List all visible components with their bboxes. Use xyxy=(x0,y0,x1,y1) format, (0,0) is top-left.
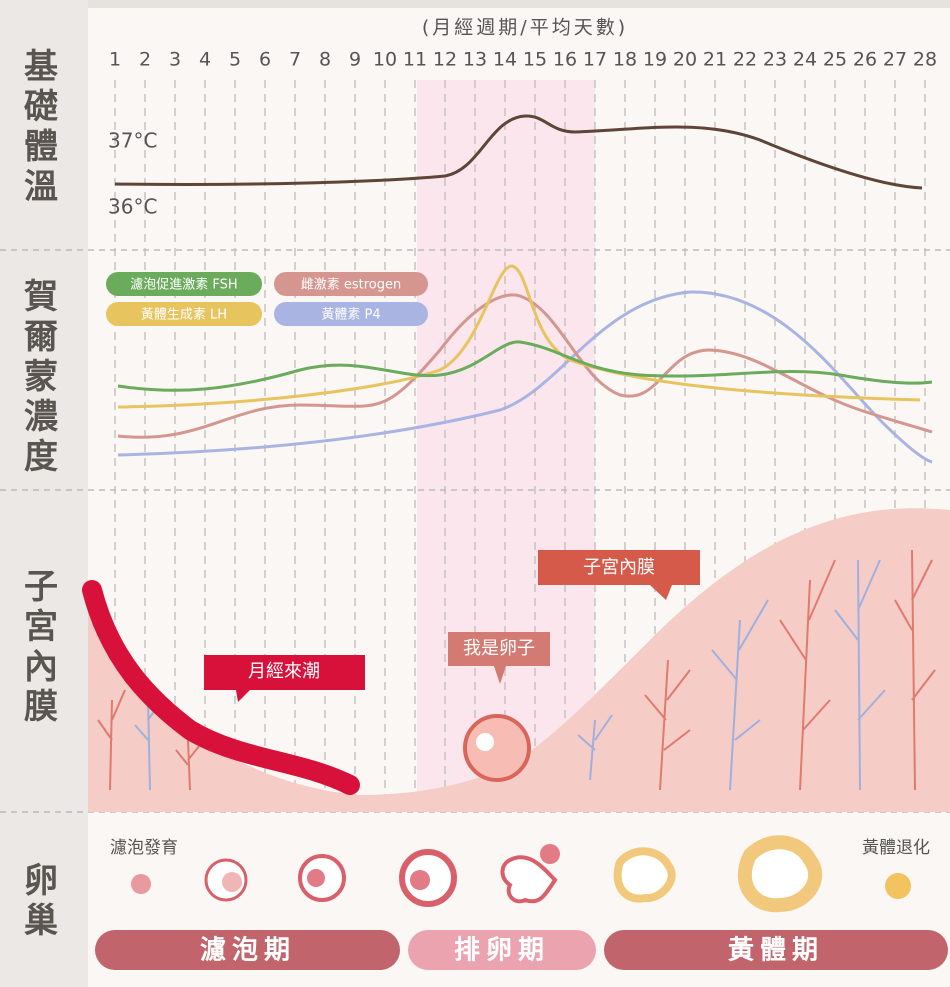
section-label: 子宮內膜 xyxy=(18,568,58,728)
phase-label: 黃體期 xyxy=(728,936,824,966)
day-label: 3 xyxy=(169,49,181,71)
day-label: 25 xyxy=(823,49,847,71)
day-label: 6 xyxy=(259,49,271,71)
axis-title: (月經週期/平均天數) xyxy=(422,17,628,39)
legend-label: 雌激素 estrogen xyxy=(301,277,402,293)
callout-text: 子宮內膜 xyxy=(583,557,655,578)
day-label: 7 xyxy=(289,49,301,71)
ovulation-band xyxy=(417,80,595,812)
corpus-luteum xyxy=(745,842,815,905)
day-label: 21 xyxy=(703,49,727,71)
day-label: 9 xyxy=(349,49,361,71)
released-egg xyxy=(540,844,560,864)
legend-label: 黃體生成素 LH xyxy=(141,308,227,323)
legend-label: 黃體素 P4 xyxy=(321,308,380,323)
section-label: 基礎體溫 xyxy=(18,48,58,208)
infographic: 1234567891011121314151617181920212223242… xyxy=(0,0,950,987)
ovary-label: 濾泡發育 xyxy=(110,838,178,858)
top-strip xyxy=(0,0,950,8)
callout-text: 我是卵子 xyxy=(463,638,535,659)
day-label: 16 xyxy=(553,49,577,71)
follicle-core xyxy=(410,870,430,890)
follicle xyxy=(131,874,151,894)
day-label: 19 xyxy=(643,49,667,71)
ovary-label: 黃體退化 xyxy=(862,838,930,858)
follicle-core xyxy=(222,872,242,892)
corpus-luteum xyxy=(618,851,672,898)
day-label: 28 xyxy=(913,49,937,71)
day-label: 17 xyxy=(583,49,607,71)
follicle-core xyxy=(307,869,325,887)
day-label: 18 xyxy=(613,49,637,71)
day-label: 11 xyxy=(403,49,427,71)
day-label: 23 xyxy=(763,49,787,71)
egg-highlight xyxy=(476,733,494,751)
section-label: 賀爾蒙濃度 xyxy=(18,278,59,478)
day-label: 8 xyxy=(319,49,331,71)
phase-label: 排卵期 xyxy=(454,936,550,966)
day-label: 2 xyxy=(139,49,151,71)
day-label: 4 xyxy=(199,49,211,71)
temp-label: 36°C xyxy=(108,195,157,219)
day-label: 27 xyxy=(883,49,907,71)
legend-label: 濾泡促進激素 FSH xyxy=(130,278,237,293)
day-label: 5 xyxy=(229,49,241,71)
day-label: 15 xyxy=(523,49,547,71)
day-label: 13 xyxy=(463,49,487,71)
day-label: 14 xyxy=(493,49,517,71)
day-label: 20 xyxy=(673,49,697,71)
phase-label: 濾泡期 xyxy=(200,936,296,966)
day-label: 26 xyxy=(853,49,877,71)
day-label: 12 xyxy=(433,49,457,71)
day-label: 10 xyxy=(373,49,397,71)
egg xyxy=(465,716,529,780)
day-label: 1 xyxy=(109,49,121,71)
temp-label: 37°C xyxy=(108,129,157,153)
callout-text: 月經來潮 xyxy=(248,661,320,682)
day-label: 22 xyxy=(733,49,757,71)
section-label: 卵巢 xyxy=(18,862,58,942)
corpus-albicans xyxy=(885,873,911,899)
day-label: 24 xyxy=(793,49,817,71)
